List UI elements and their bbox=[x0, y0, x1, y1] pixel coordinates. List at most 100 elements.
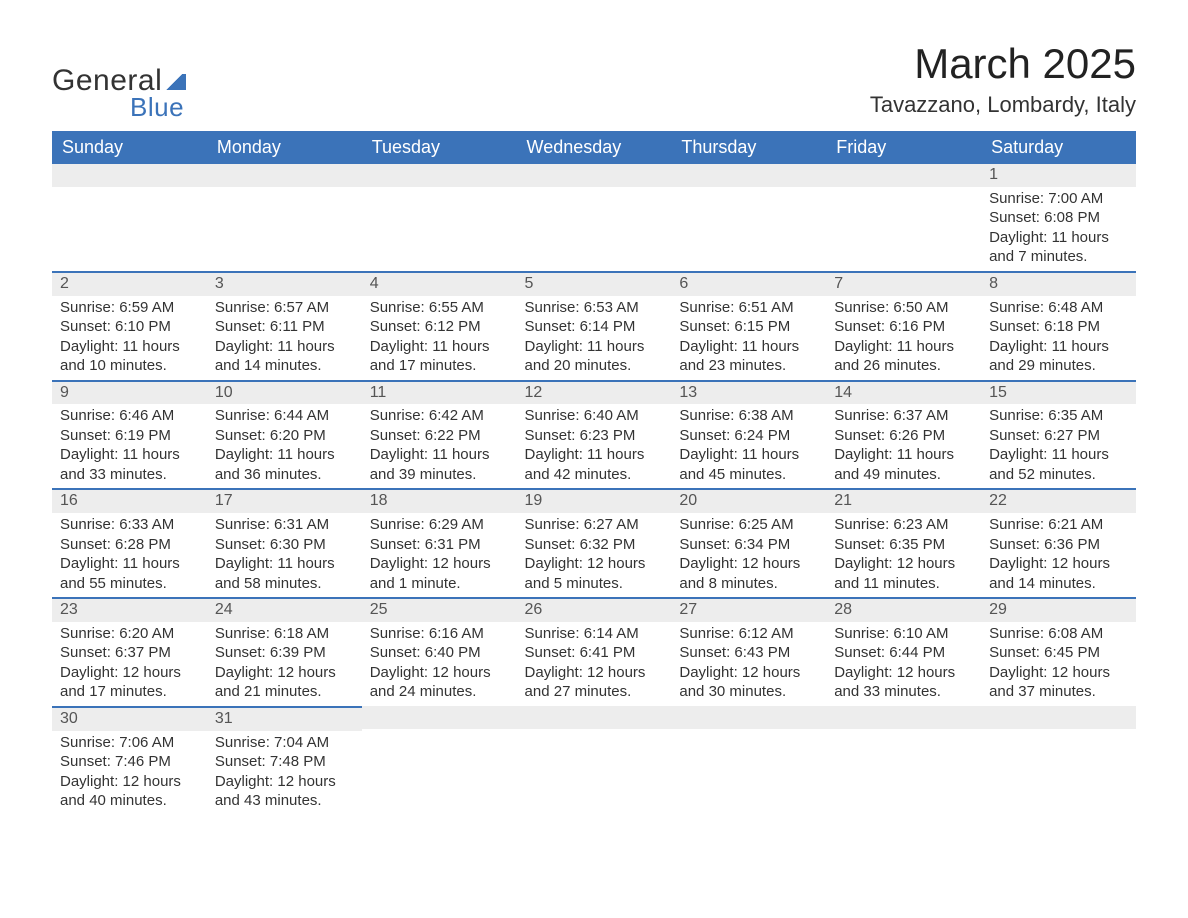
day-line-d1: Daylight: 11 hours bbox=[679, 445, 818, 465]
day-number-blank bbox=[362, 164, 517, 187]
calendar-day-cell: 7Sunrise: 6:50 AMSunset: 6:16 PMDaylight… bbox=[826, 271, 981, 380]
day-line-d1: Daylight: 11 hours bbox=[215, 337, 354, 357]
day-details: Sunrise: 6:21 AMSunset: 6:36 PMDaylight:… bbox=[981, 513, 1136, 597]
day-number: 3 bbox=[207, 271, 362, 296]
day-line-sr: Sunrise: 6:23 AM bbox=[834, 515, 973, 535]
day-number-blank bbox=[671, 706, 826, 729]
day-line-sr: Sunrise: 6:25 AM bbox=[679, 515, 818, 535]
day-number-blank bbox=[826, 706, 981, 729]
day-details: Sunrise: 6:37 AMSunset: 6:26 PMDaylight:… bbox=[826, 404, 981, 488]
calendar-day-cell: 14Sunrise: 6:37 AMSunset: 6:26 PMDayligh… bbox=[826, 380, 981, 489]
calendar-empty-cell bbox=[671, 164, 826, 271]
day-line-d2: and 21 minutes. bbox=[215, 682, 354, 702]
day-line-sr: Sunrise: 6:38 AM bbox=[679, 406, 818, 426]
day-number: 26 bbox=[517, 597, 672, 622]
day-line-d2: and 33 minutes. bbox=[834, 682, 973, 702]
day-line-ss: Sunset: 6:19 PM bbox=[60, 426, 199, 446]
day-details: Sunrise: 6:16 AMSunset: 6:40 PMDaylight:… bbox=[362, 622, 517, 706]
calendar-day-cell: 13Sunrise: 6:38 AMSunset: 6:24 PMDayligh… bbox=[671, 380, 826, 489]
day-line-d2: and 45 minutes. bbox=[679, 465, 818, 485]
day-line-d1: Daylight: 11 hours bbox=[370, 337, 509, 357]
day-line-d1: Daylight: 11 hours bbox=[215, 554, 354, 574]
day-line-d2: and 5 minutes. bbox=[525, 574, 664, 594]
day-number: 28 bbox=[826, 597, 981, 622]
day-line-ss: Sunset: 6:36 PM bbox=[989, 535, 1128, 555]
day-line-ss: Sunset: 7:48 PM bbox=[215, 752, 354, 772]
brand-logo: Gener al Blue bbox=[52, 40, 186, 123]
day-number: 18 bbox=[362, 488, 517, 513]
day-details: Sunrise: 6:08 AMSunset: 6:45 PMDaylight:… bbox=[981, 622, 1136, 706]
day-line-sr: Sunrise: 6:10 AM bbox=[834, 624, 973, 644]
day-line-d2: and 58 minutes. bbox=[215, 574, 354, 594]
day-line-d2: and 17 minutes. bbox=[370, 356, 509, 376]
day-number: 24 bbox=[207, 597, 362, 622]
day-line-d2: and 14 minutes. bbox=[215, 356, 354, 376]
day-details: Sunrise: 6:50 AMSunset: 6:16 PMDaylight:… bbox=[826, 296, 981, 380]
day-line-sr: Sunrise: 6:20 AM bbox=[60, 624, 199, 644]
weekday-header: Thursday bbox=[671, 131, 826, 164]
day-number-blank bbox=[362, 706, 517, 729]
day-line-sr: Sunrise: 6:35 AM bbox=[989, 406, 1128, 426]
location-label: Tavazzano, Lombardy, Italy bbox=[870, 92, 1136, 118]
day-details: Sunrise: 6:18 AMSunset: 6:39 PMDaylight:… bbox=[207, 622, 362, 706]
day-details: Sunrise: 6:44 AMSunset: 6:20 PMDaylight:… bbox=[207, 404, 362, 488]
day-details: Sunrise: 6:31 AMSunset: 6:30 PMDaylight:… bbox=[207, 513, 362, 597]
day-line-ss: Sunset: 6:41 PM bbox=[525, 643, 664, 663]
day-number: 16 bbox=[52, 488, 207, 513]
day-number: 27 bbox=[671, 597, 826, 622]
calendar-day-cell: 27Sunrise: 6:12 AMSunset: 6:43 PMDayligh… bbox=[671, 597, 826, 706]
day-line-d1: Daylight: 12 hours bbox=[834, 554, 973, 574]
calendar-day-cell: 30Sunrise: 7:06 AMSunset: 7:46 PMDayligh… bbox=[52, 706, 207, 815]
day-line-ss: Sunset: 6:18 PM bbox=[989, 317, 1128, 337]
calendar-empty-cell bbox=[207, 164, 362, 271]
day-details: Sunrise: 6:55 AMSunset: 6:12 PMDaylight:… bbox=[362, 296, 517, 380]
day-details: Sunrise: 7:06 AMSunset: 7:46 PMDaylight:… bbox=[52, 731, 207, 815]
day-details: Sunrise: 6:53 AMSunset: 6:14 PMDaylight:… bbox=[517, 296, 672, 380]
weekday-header: Sunday bbox=[52, 131, 207, 164]
calendar-day-cell: 6Sunrise: 6:51 AMSunset: 6:15 PMDaylight… bbox=[671, 271, 826, 380]
day-details: Sunrise: 6:46 AMSunset: 6:19 PMDaylight:… bbox=[52, 404, 207, 488]
day-line-ss: Sunset: 6:30 PM bbox=[215, 535, 354, 555]
day-number: 29 bbox=[981, 597, 1136, 622]
day-number-blank bbox=[207, 164, 362, 187]
page-header: Gener al Blue March 2025 Tavazzano, Lomb… bbox=[52, 40, 1136, 123]
day-number: 19 bbox=[517, 488, 672, 513]
calendar-day-cell: 23Sunrise: 6:20 AMSunset: 6:37 PMDayligh… bbox=[52, 597, 207, 706]
day-line-d2: and 43 minutes. bbox=[215, 791, 354, 811]
day-line-ss: Sunset: 6:43 PM bbox=[679, 643, 818, 663]
day-line-d2: and 8 minutes. bbox=[679, 574, 818, 594]
day-line-ss: Sunset: 6:16 PM bbox=[834, 317, 973, 337]
day-line-sr: Sunrise: 6:57 AM bbox=[215, 298, 354, 318]
calendar-day-cell: 17Sunrise: 6:31 AMSunset: 6:30 PMDayligh… bbox=[207, 488, 362, 597]
day-line-ss: Sunset: 6:40 PM bbox=[370, 643, 509, 663]
calendar-day-cell: 9Sunrise: 6:46 AMSunset: 6:19 PMDaylight… bbox=[52, 380, 207, 489]
day-number-blank bbox=[52, 164, 207, 187]
calendar-day-cell: 26Sunrise: 6:14 AMSunset: 6:41 PMDayligh… bbox=[517, 597, 672, 706]
weekday-header: Friday bbox=[826, 131, 981, 164]
day-line-ss: Sunset: 6:44 PM bbox=[834, 643, 973, 663]
day-line-ss: Sunset: 6:37 PM bbox=[60, 643, 199, 663]
day-number: 17 bbox=[207, 488, 362, 513]
day-line-d1: Daylight: 12 hours bbox=[989, 663, 1128, 683]
day-line-sr: Sunrise: 6:48 AM bbox=[989, 298, 1128, 318]
day-number: 11 bbox=[362, 380, 517, 405]
calendar-week-row: 2Sunrise: 6:59 AMSunset: 6:10 PMDaylight… bbox=[52, 271, 1136, 380]
weekday-header: Wednesday bbox=[517, 131, 672, 164]
day-line-d1: Daylight: 12 hours bbox=[215, 663, 354, 683]
day-line-ss: Sunset: 6:28 PM bbox=[60, 535, 199, 555]
day-details: Sunrise: 6:42 AMSunset: 6:22 PMDaylight:… bbox=[362, 404, 517, 488]
weekday-header: Tuesday bbox=[362, 131, 517, 164]
brand-flag-icon bbox=[164, 74, 186, 90]
day-line-d2: and 55 minutes. bbox=[60, 574, 199, 594]
calendar-day-cell: 8Sunrise: 6:48 AMSunset: 6:18 PMDaylight… bbox=[981, 271, 1136, 380]
day-details: Sunrise: 6:51 AMSunset: 6:15 PMDaylight:… bbox=[671, 296, 826, 380]
day-line-ss: Sunset: 6:15 PM bbox=[679, 317, 818, 337]
day-line-d1: Daylight: 12 hours bbox=[370, 554, 509, 574]
day-line-d1: Daylight: 12 hours bbox=[525, 554, 664, 574]
day-number-blank bbox=[517, 164, 672, 187]
day-details: Sunrise: 6:10 AMSunset: 6:44 PMDaylight:… bbox=[826, 622, 981, 706]
day-line-sr: Sunrise: 6:31 AM bbox=[215, 515, 354, 535]
day-line-d1: Daylight: 12 hours bbox=[989, 554, 1128, 574]
day-line-d1: Daylight: 12 hours bbox=[525, 663, 664, 683]
day-line-d1: Daylight: 11 hours bbox=[834, 445, 973, 465]
